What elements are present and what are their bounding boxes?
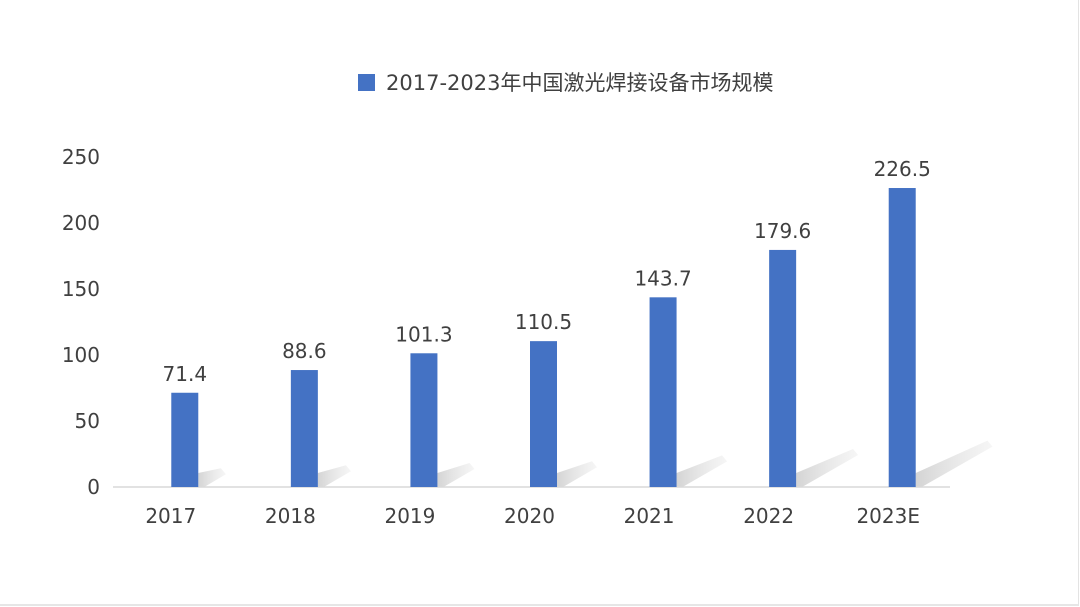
y-tick-label: 200 bbox=[62, 211, 100, 235]
data-label: 110.5 bbox=[515, 310, 572, 334]
data-labels: 71.4 88.6 101.3 110.5 143.7 179.6 226.5 bbox=[163, 157, 931, 386]
data-label: 101.3 bbox=[395, 322, 452, 346]
data-label: 143.7 bbox=[634, 266, 691, 290]
bar-shadow bbox=[437, 462, 475, 487]
x-tick-label: 2020 bbox=[504, 504, 555, 528]
bar bbox=[769, 249, 797, 487]
x-tick-label: 2019 bbox=[384, 504, 435, 528]
x-tick-label: 2022 bbox=[743, 504, 794, 528]
bar bbox=[410, 353, 438, 487]
data-label: 226.5 bbox=[874, 157, 931, 181]
x-axis-tick-labels: 2017 2018 2019 2020 2021 2022 2023E bbox=[145, 504, 920, 528]
y-tick-label: 50 bbox=[75, 409, 100, 433]
bar-shadow bbox=[317, 465, 351, 487]
x-tick-label: 2021 bbox=[624, 504, 675, 528]
bar bbox=[530, 341, 557, 487]
y-axis-tick-labels: 0 50 100 150 200 250 bbox=[62, 145, 100, 499]
data-label: 88.6 bbox=[282, 339, 327, 363]
y-tick-label: 100 bbox=[62, 343, 100, 367]
y-tick-label: 150 bbox=[62, 277, 100, 301]
legend: 2017-2023年中国激光焊接设备市场规模 bbox=[358, 71, 773, 95]
data-label: 179.6 bbox=[754, 219, 811, 243]
legend-label: 2017-2023年中国激光焊接设备市场规模 bbox=[386, 71, 773, 95]
bars bbox=[171, 188, 916, 487]
data-label: 71.4 bbox=[163, 362, 208, 386]
y-tick-label: 250 bbox=[62, 145, 100, 169]
bar-shadow bbox=[676, 455, 728, 487]
x-tick-label: 2017 bbox=[145, 504, 196, 528]
bar bbox=[649, 297, 677, 487]
y-tick-label: 0 bbox=[87, 475, 100, 499]
bar-shadow bbox=[796, 448, 859, 487]
x-tick-label: 2018 bbox=[265, 504, 316, 528]
x-tick-label: 2023E bbox=[856, 504, 920, 528]
bar-shadow bbox=[915, 440, 993, 487]
bar bbox=[888, 188, 916, 487]
bar-shadow bbox=[557, 461, 598, 487]
legend-swatch bbox=[358, 74, 375, 91]
bar bbox=[171, 392, 199, 487]
bar bbox=[290, 370, 318, 487]
bar-shadow bbox=[198, 468, 226, 487]
bar-shadows bbox=[198, 440, 993, 487]
